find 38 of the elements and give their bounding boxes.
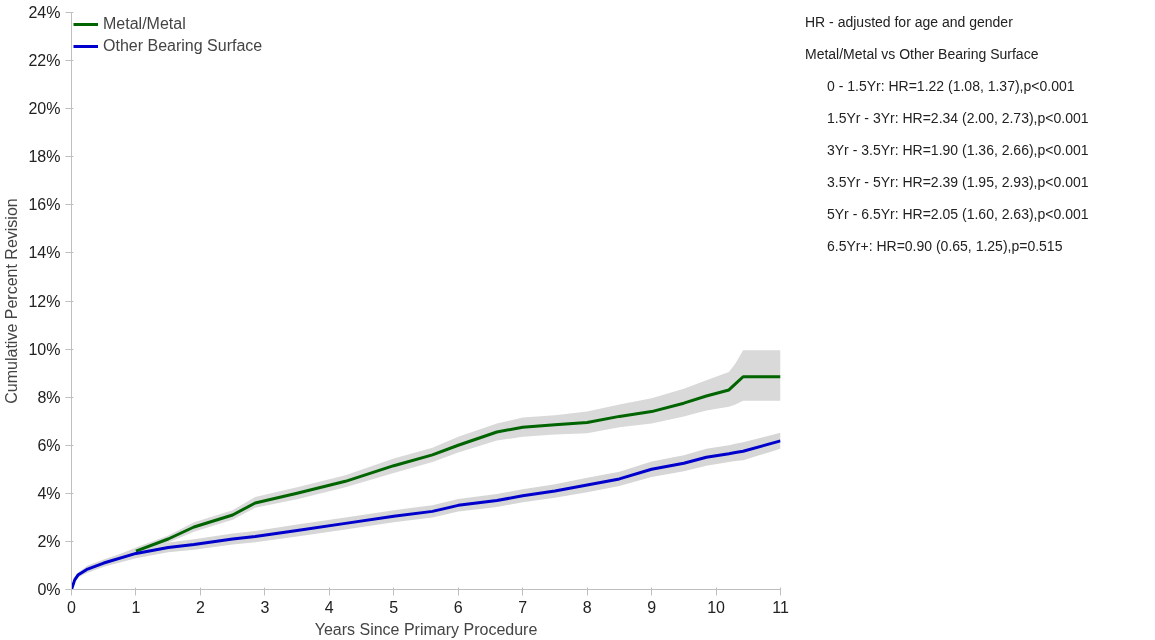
y-tick-label: 16% (28, 196, 61, 214)
text: 3.5Yr - 5Yr: HR=2.39 (1.95, 2.93),p<0.001 (826, 173, 1089, 192)
y-tick-label: 20% (28, 100, 61, 118)
y-tick-label: 24% (28, 4, 61, 21)
x-tick-label: 0 (67, 598, 77, 616)
text: HR - adjusted for age and gender (805, 13, 1014, 32)
y-axis-title: Cumulative Percent Revision (3, 198, 21, 404)
y-tick-label: 22% (28, 52, 61, 70)
x-tick-label: 11 (772, 598, 789, 616)
y-tick-label: 6% (37, 436, 61, 454)
text: 3Yr - 3.5Yr: HR=1.90 (1.36, 2.66),p<0.001 (826, 141, 1089, 160)
y-tick-label: 18% (28, 148, 61, 166)
y-tick-label: 2% (37, 532, 61, 550)
legend-label: Metal/Metal (103, 15, 186, 33)
x-tick-label: 7 (518, 598, 528, 616)
text: Metal/Metal vs Other Bearing Surface (805, 45, 1040, 64)
x-axis-title: Years Since Primary Procedure (314, 620, 538, 638)
x-tick-label: 4 (324, 598, 334, 616)
text: 0 - 1.5Yr: HR=1.22 (1.08, 1.37),p<0.001 (826, 77, 1076, 96)
x-tick-label: 5 (389, 598, 399, 616)
text: 6.5Yr+: HR=0.90 (0.65, 1.25),p=0.515 (826, 237, 1064, 256)
y-tick-label: 10% (28, 340, 61, 358)
x-tick-label: 3 (260, 598, 270, 616)
x-tick-label: 9 (647, 598, 657, 616)
line-series (134, 375, 781, 553)
x-tick-label: 2 (195, 598, 205, 616)
x-tick-label: 6 (453, 598, 463, 616)
text: 5Yr - 6.5Yr: HR=2.05 (1.60, 2.63),p<0.001 (826, 205, 1089, 224)
y-tick-label: 0% (37, 581, 61, 598)
text: 1.5Yr - 3Yr: HR=2.34 (2.00, 2.73),p<0.001 (826, 109, 1089, 128)
y-tick-label: 4% (37, 484, 61, 502)
x-tick-label: 1 (131, 598, 141, 616)
x-tick-label: 10 (707, 598, 726, 616)
legend-label: Other Bearing Surface (103, 37, 263, 55)
y-tick-label: 14% (28, 244, 61, 262)
y-tick-label: 8% (37, 388, 61, 406)
y-tick-label: 12% (28, 292, 61, 310)
x-tick-label: 8 (582, 598, 592, 616)
